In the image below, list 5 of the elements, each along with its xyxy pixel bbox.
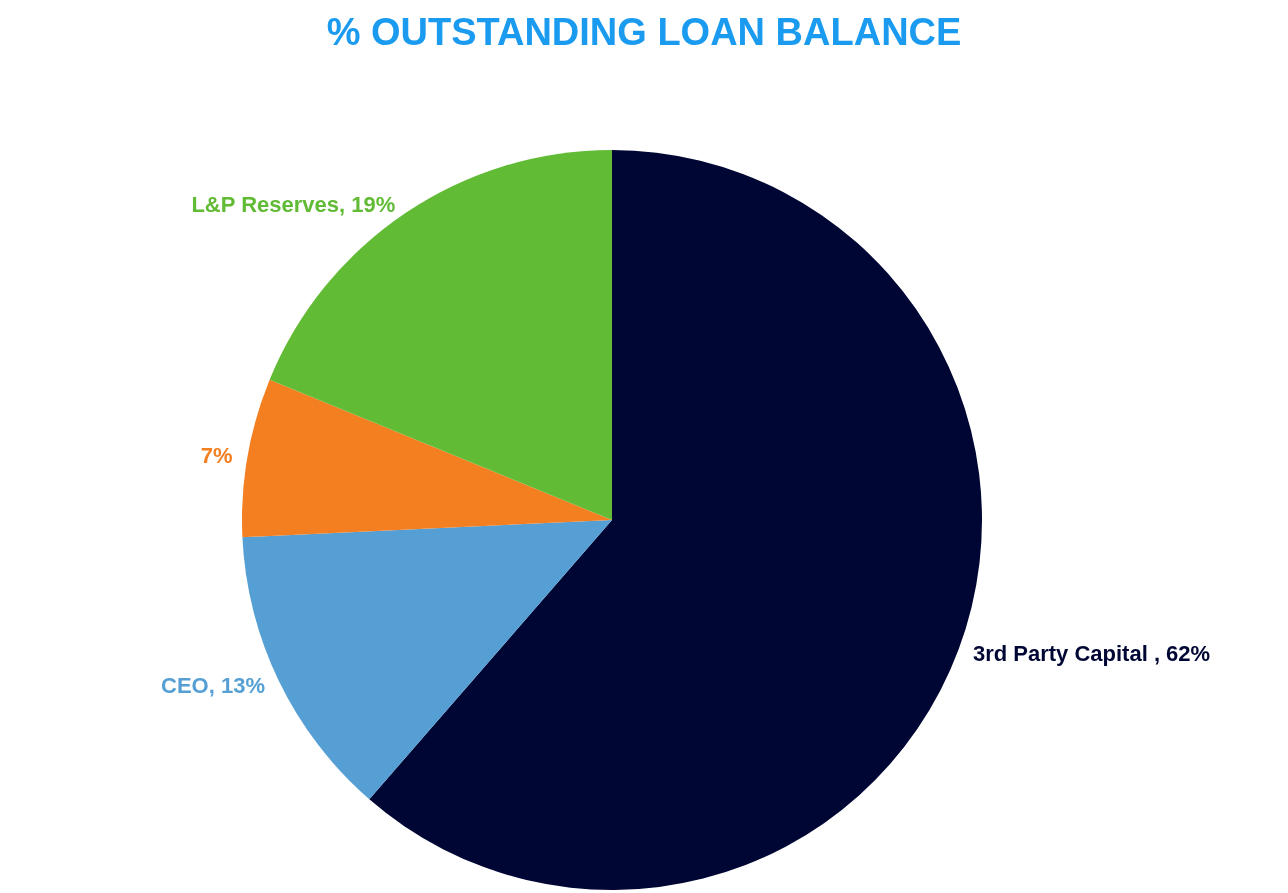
data-label: 7% [200, 442, 233, 468]
slice-label: CEO, 13% [161, 673, 265, 699]
slice-label: 3rd Party Capital , 62% [972, 640, 1211, 666]
chart-title: % OUTSTANDING LOAN BALANCE [326, 11, 962, 53]
slice-label: L&P Reserves, 19% [191, 191, 396, 217]
